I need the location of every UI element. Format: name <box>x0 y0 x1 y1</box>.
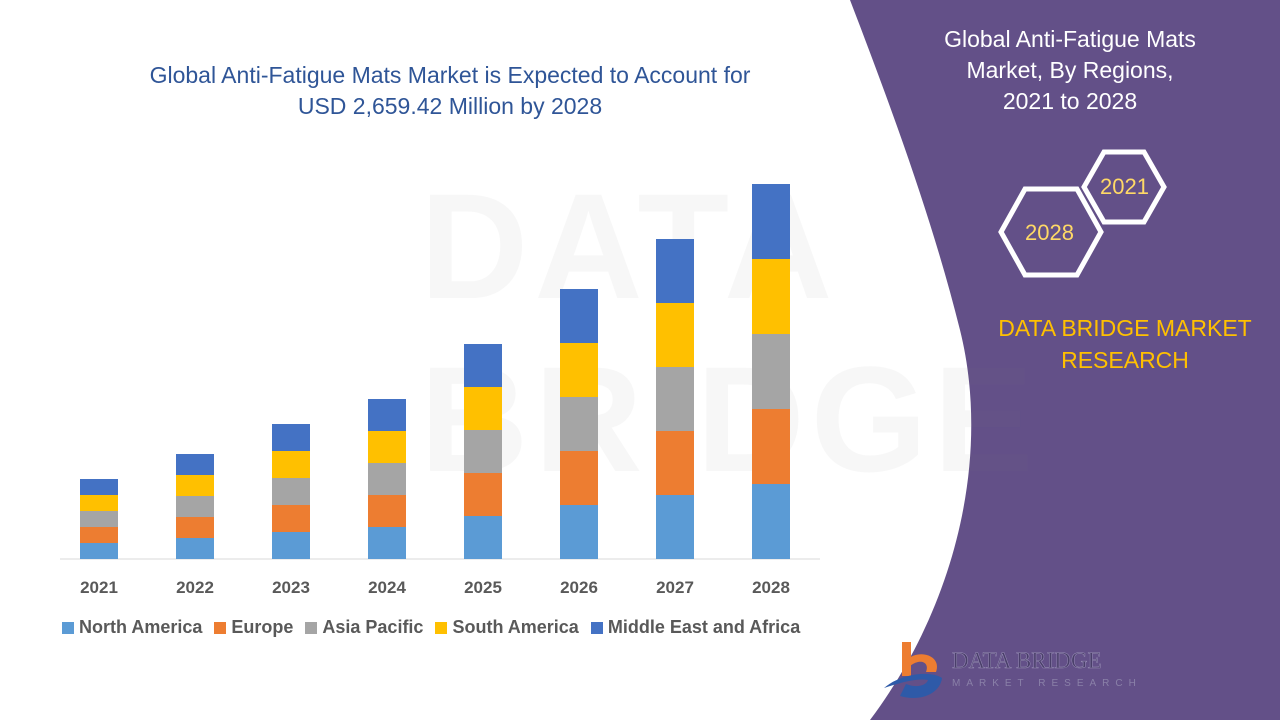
title-line-1: Global Anti-Fatigue Mats Market is Expec… <box>149 62 751 88</box>
x-tick-label: 2023 <box>272 578 310 597</box>
bar-segment-2028-europe <box>752 409 790 484</box>
bar-segment-2026-south-america <box>560 343 598 397</box>
bar-segment-2026-asia-pacific <box>560 397 598 451</box>
x-tick-label: 2026 <box>560 578 598 597</box>
bar-segment-2021-south-america <box>80 495 118 511</box>
x-tick-label: 2028 <box>752 578 790 597</box>
bar-segment-2021-asia-pacific <box>80 511 118 527</box>
bar-segment-2024-north-america <box>368 527 406 559</box>
bar-segment-2024-south-america <box>368 431 406 463</box>
bar-segment-2023-europe <box>272 505 310 532</box>
bar-segment-2028-south-america <box>752 259 790 334</box>
brand-line-1: DATA BRIDGE MARKET <box>998 315 1252 341</box>
bar-segment-2021-middle-east-and-africa <box>80 479 118 495</box>
bar-segment-2023-north-america <box>272 532 310 559</box>
bar-segment-2022-asia-pacific <box>176 496 214 517</box>
bar-segment-2023-asia-pacific <box>272 478 310 505</box>
side-title-line-3: 2021 to 2028 <box>1002 88 1138 114</box>
legend-label: Europe <box>231 617 294 637</box>
bar-segment-2025-north-america <box>464 516 502 559</box>
bar-segment-2023-middle-east-and-africa <box>272 424 310 451</box>
bar-segment-2028-north-america <box>752 484 790 559</box>
bar-segment-2022-north-america <box>176 538 214 559</box>
legend: North America Europe Asia Pacific South Ame… <box>62 617 800 638</box>
legend-label: South America <box>452 617 579 637</box>
bar-segment-2027-north-america <box>656 495 694 559</box>
bar-segment-2022-middle-east-and-africa <box>176 454 214 475</box>
bar-segment-2027-middle-east-and-africa <box>656 239 694 303</box>
bar-segment-2025-middle-east-and-africa <box>464 344 502 387</box>
x-tick-label: 2025 <box>464 578 502 597</box>
legend-item: North America <box>62 617 202 638</box>
bar-segment-2026-middle-east-and-africa <box>560 289 598 343</box>
title-line-2: USD 2,659.42 Million by 2028 <box>297 93 603 119</box>
bar-segment-2028-middle-east-and-africa <box>752 184 790 259</box>
side-title-line-1: Global Anti-Fatigue Mats <box>944 26 1196 52</box>
hex-label-2021: 2021 <box>1100 174 1149 199</box>
logo-sub-text: MARKET RESEARCH <box>952 678 1142 689</box>
chart-title: Global Anti-Fatigue Mats Market is Expec… <box>100 60 800 122</box>
bar-segment-2021-north-america <box>80 543 118 559</box>
brand-text: DATA BRIDGE MARKET RESEARCH <box>985 312 1265 376</box>
legend-swatch <box>590 621 603 634</box>
legend-label: Asia Pacific <box>322 617 424 637</box>
legend-swatch <box>305 621 318 634</box>
bar-segment-2021-europe <box>80 527 118 543</box>
x-tick-label: 2022 <box>176 578 214 597</box>
bar-segment-2025-south-america <box>464 387 502 430</box>
brand-line-2: RESEARCH <box>1061 347 1189 373</box>
bar-segment-2026-europe <box>560 451 598 505</box>
x-tick-label: 2027 <box>656 578 694 597</box>
legend-label: North America <box>79 617 203 637</box>
bar-segment-2025-europe <box>464 473 502 516</box>
bar-segment-2027-europe <box>656 431 694 495</box>
bar-segment-2027-south-america <box>656 303 694 367</box>
legend-item: Europe <box>214 617 293 638</box>
x-tick-label: 2021 <box>80 578 118 597</box>
logo-main-text: DATA BRIDGE <box>952 648 1102 674</box>
legend-label: Middle East and Africa <box>607 617 801 637</box>
bar-segment-2024-asia-pacific <box>368 463 406 495</box>
hexagon-2021-icon <box>1081 149 1167 225</box>
legend-swatch <box>214 621 227 634</box>
bar-segment-2024-middle-east-and-africa <box>368 399 406 431</box>
legend-swatch <box>62 621 74 634</box>
bar-segment-2028-asia-pacific <box>752 334 790 409</box>
logo-text: DATA BRIDGE MARKET RESEARCH <box>952 648 1142 689</box>
bar-segment-2023-south-america <box>272 451 310 478</box>
bar-segment-2027-asia-pacific <box>656 367 694 431</box>
bar-segment-2024-europe <box>368 495 406 527</box>
x-tick-label: 2024 <box>368 578 406 597</box>
side-title-line-2: Market, By Regions, <box>966 57 1174 83</box>
bar-segment-2025-asia-pacific <box>464 430 502 473</box>
bar-segment-2022-europe <box>176 517 214 538</box>
bar-segment-2022-south-america <box>176 475 214 496</box>
hexagon-2028-icon <box>998 186 1104 278</box>
hex-label-2028: 2028 <box>1025 220 1074 245</box>
legend-item: Asia Pacific <box>305 617 423 638</box>
legend-item: South America <box>435 617 579 638</box>
data-bridge-logo-icon <box>884 642 942 698</box>
legend-item: Middle East and Africa <box>590 617 801 638</box>
legend-swatch <box>435 621 448 634</box>
side-title: Global Anti-Fatigue Mats Market, By Regi… <box>915 24 1225 117</box>
bar-segment-2026-north-america <box>560 505 598 559</box>
